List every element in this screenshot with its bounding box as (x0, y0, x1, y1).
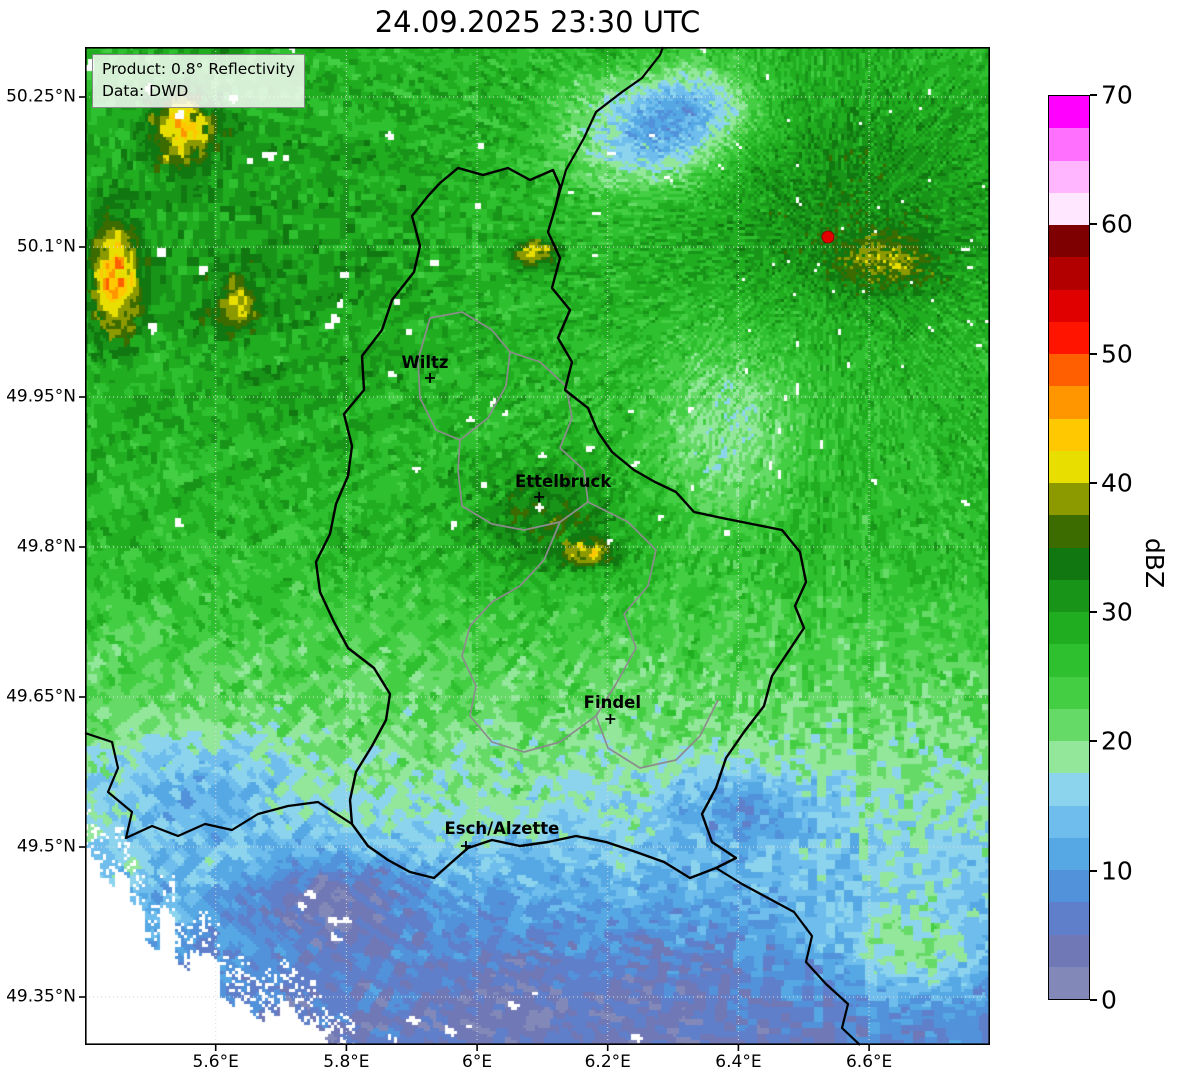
y-tick-label: 49.95°N (6, 386, 76, 407)
country-border-southeast (715, 867, 861, 1046)
plot-border (85, 47, 991, 1046)
map-plot: Wiltz Ettelbruck Findel Esch/Alzette Produc… (79, 46, 991, 1051)
colorbar-band (1049, 612, 1089, 645)
y-tick-label: 49.8°N (16, 536, 76, 557)
country-border-north (554, 46, 665, 206)
colorbar-band (1049, 321, 1089, 354)
figure-title: 24.09.2025 23:30 UTC (374, 5, 701, 39)
colorbar-band (1049, 289, 1089, 322)
colorbar-tick-mark (1090, 481, 1097, 484)
city-marker (605, 714, 616, 724)
colorbar-tick-label: 0 (1101, 985, 1117, 1015)
colorbar-tick-label: 10 (1101, 856, 1133, 886)
colorbar-band (1049, 773, 1089, 806)
colorbar-band (1049, 354, 1089, 387)
city-label: Ettelbruck (515, 472, 612, 491)
x-tick-label: 5.8°E (323, 1052, 370, 1072)
colorbar-band (1049, 386, 1089, 419)
colorbar-band (1049, 741, 1089, 774)
country-border-luxembourg (314, 166, 808, 880)
colorbar-band (1049, 837, 1089, 870)
colorbar-band (1049, 805, 1089, 838)
colorbar-band (1049, 902, 1089, 935)
x-tick-label: 6.2°E (584, 1052, 631, 1072)
colorbar-band (1049, 708, 1089, 741)
colorbar-unit-label: dBZ (1140, 537, 1169, 589)
colorbar-tick-label: 30 (1101, 597, 1133, 627)
colorbar-tick-label: 50 (1101, 339, 1133, 369)
colorbar-band (1049, 676, 1089, 709)
district-border (587, 501, 719, 769)
city-label: Findel (584, 693, 641, 712)
map-overlay: Wiltz Ettelbruck Findel Esch/Alzette (79, 46, 991, 1051)
colorbar-tick-label: 60 (1101, 209, 1133, 239)
colorbar-tick-mark (1090, 611, 1097, 614)
colorbar-band (1049, 160, 1089, 193)
product-info-box: Product: 0.8° Reflectivity Data: DWD (92, 54, 305, 108)
city-label: Esch/Alzette (445, 819, 560, 838)
y-tick-label: 50.1°N (16, 236, 76, 257)
district-border (417, 311, 511, 441)
colorbar-band (1049, 128, 1089, 161)
colorbar-tick-mark (1090, 94, 1097, 96)
product-label: Product: 0.8° Reflectivity (102, 60, 295, 78)
city-marker (534, 492, 545, 502)
colorbar-band (1049, 966, 1089, 999)
radar-site-marker (821, 230, 835, 244)
colorbar-tick-mark (1090, 740, 1097, 743)
colorbar-band (1049, 934, 1089, 967)
x-tick-label: 5.6°E (192, 1052, 239, 1072)
radar-reflectivity-canvas (85, 47, 990, 1045)
x-tick-label: 6°E (462, 1052, 493, 1072)
colorbar-tick-mark (1090, 352, 1097, 355)
country-border-southwest (84, 731, 353, 840)
colorbar-band (1049, 870, 1089, 903)
x-tick-label: 6.6°E (845, 1052, 893, 1072)
city-marker (460, 841, 471, 851)
colorbar-band (1049, 547, 1089, 580)
y-tick-label: 50.25°N (6, 86, 76, 107)
colorbar-band (1049, 515, 1089, 548)
y-tick-label: 49.5°N (16, 836, 76, 857)
colorbar-tick-mark (1090, 999, 1097, 1001)
colorbar-band (1049, 579, 1089, 612)
colorbar-tick-label: 20 (1101, 726, 1133, 756)
colorbar-tick-label: 70 (1101, 80, 1133, 110)
colorbar-band (1049, 257, 1089, 290)
y-tick-label: 49.65°N (6, 686, 76, 707)
colorbar-band (1049, 192, 1089, 225)
y-tick-label: 49.35°N (6, 986, 76, 1007)
colorbar-band (1049, 96, 1089, 129)
colorbar-band (1049, 225, 1089, 258)
colorbar-tick-label: 40 (1101, 468, 1133, 498)
data-source-label: Data: DWD (102, 82, 189, 100)
district-border (461, 521, 597, 753)
colorbar-tick-mark (1090, 869, 1097, 872)
city-marker (425, 373, 436, 383)
colorbar-band (1049, 418, 1089, 451)
colorbar-band (1049, 483, 1089, 516)
colorbar-tick-mark (1090, 223, 1097, 226)
colorbar (1048, 95, 1090, 1000)
colorbar-band (1049, 450, 1089, 483)
x-tick-label: 6.4°E (715, 1052, 762, 1072)
city-label: Wiltz (402, 353, 449, 372)
colorbar-band (1049, 644, 1089, 677)
